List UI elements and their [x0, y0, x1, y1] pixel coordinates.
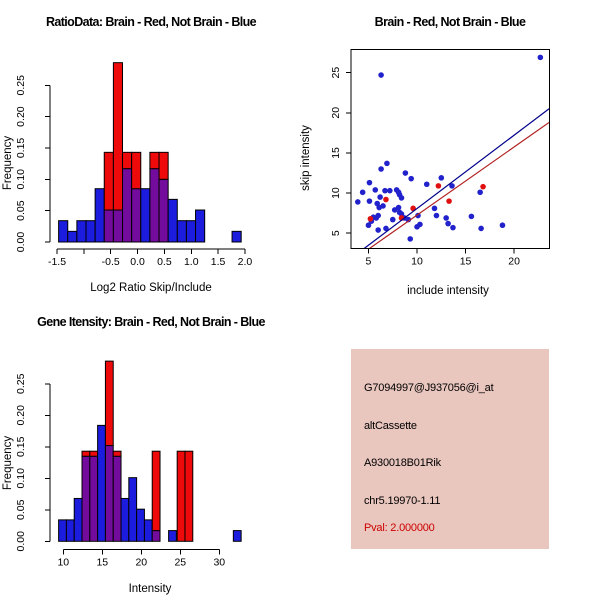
splice-event-type-text: altCassette — [364, 420, 417, 432]
svg-text:15: 15 — [330, 147, 342, 159]
svg-text:0.10: 0.10 — [15, 468, 27, 489]
svg-text:15: 15 — [96, 556, 108, 568]
svg-text:10: 10 — [411, 256, 423, 268]
svg-text:0.15: 0.15 — [15, 138, 27, 159]
intensity-scatter-panel: Brain - Red, Not Brain - Blue include in… — [300, 15, 550, 297]
svg-text:25: 25 — [174, 556, 186, 568]
svg-text:1.5: 1.5 — [211, 256, 226, 268]
svg-text:0.5: 0.5 — [157, 256, 172, 268]
svg-text:0.05: 0.05 — [15, 200, 27, 221]
gene-histogram-ylabel: Frequency — [2, 436, 14, 491]
svg-text:25: 25 — [330, 67, 342, 79]
gene-histogram-xlabel: Intensity — [129, 583, 172, 595]
svg-text:10: 10 — [57, 556, 69, 568]
gene-info-box: G7094997@J937056@i_at altCassette A93001… — [351, 349, 549, 549]
svg-text:-0.5: -0.5 — [102, 256, 120, 268]
svg-text:20: 20 — [508, 256, 520, 268]
pval-text: Pval: 2.000000 — [364, 522, 435, 534]
svg-text:5: 5 — [330, 230, 342, 236]
svg-text:0.0: 0.0 — [130, 256, 145, 268]
gene-histogram-title: Gene Itensity: Brain - Red, Not Brain - … — [37, 315, 265, 329]
svg-text:0.25: 0.25 — [15, 373, 27, 394]
scatter-title: Brain - Red, Not Brain - Blue — [375, 15, 526, 29]
svg-text:0.25: 0.25 — [15, 75, 27, 96]
svg-text:15: 15 — [460, 256, 472, 268]
ratio-histogram-xlabel: Log2 Ratio Skip/Include — [90, 282, 211, 294]
gene-intensity-histogram-panel: Gene Itensity: Brain - Red, Not Brain - … — [2, 315, 266, 595]
svg-text:0.20: 0.20 — [15, 106, 27, 127]
chromosome-location-text: chr5.19970-1.11 — [364, 495, 441, 507]
svg-text:20: 20 — [330, 107, 342, 119]
probe-id-text: G7094997@J937056@i_at — [364, 382, 494, 394]
svg-text:1.0: 1.0 — [184, 256, 199, 268]
scatter-ylabel: skip intensity — [300, 125, 312, 191]
svg-text:0.00: 0.00 — [15, 232, 27, 253]
ratio-histogram-panel: RatioData: Brain - Red, Not Brain - Blue… — [2, 15, 257, 294]
svg-text:10: 10 — [330, 187, 342, 199]
svg-text:0.00: 0.00 — [15, 531, 27, 552]
gene-symbol-text: A930018B01Rik — [364, 457, 441, 469]
ratio-histogram-title: RatioData: Brain - Red, Not Brain - Blue — [46, 15, 257, 29]
svg-text:0.20: 0.20 — [15, 405, 27, 426]
svg-text:2.0: 2.0 — [238, 256, 253, 268]
svg-text:0.05: 0.05 — [15, 499, 27, 520]
svg-text:0.15: 0.15 — [15, 436, 27, 457]
scatter-xlabel: include intensity — [407, 285, 489, 297]
ratio-histogram-ylabel: Frequency — [2, 136, 14, 191]
ratio-histogram-plot: -1.5 -0.5 0.0 0.5 1.0 1.5 2.0 0.00 0.05 0.10 0.15 0… — [15, 62, 253, 268]
scatter-plot: 5 10 15 20 5 10 15 20 25 — [330, 48, 550, 268]
svg-text:30: 30 — [213, 556, 225, 568]
svg-text:0.10: 0.10 — [15, 169, 27, 190]
svg-text:20: 20 — [135, 556, 147, 568]
svg-text:5: 5 — [366, 256, 372, 268]
svg-text:-1.5: -1.5 — [48, 256, 66, 268]
gene-histogram-plot: 10 15 20 25 30 0.00 0.05 0.10 0.15 0.20 0.25 — [15, 360, 242, 568]
